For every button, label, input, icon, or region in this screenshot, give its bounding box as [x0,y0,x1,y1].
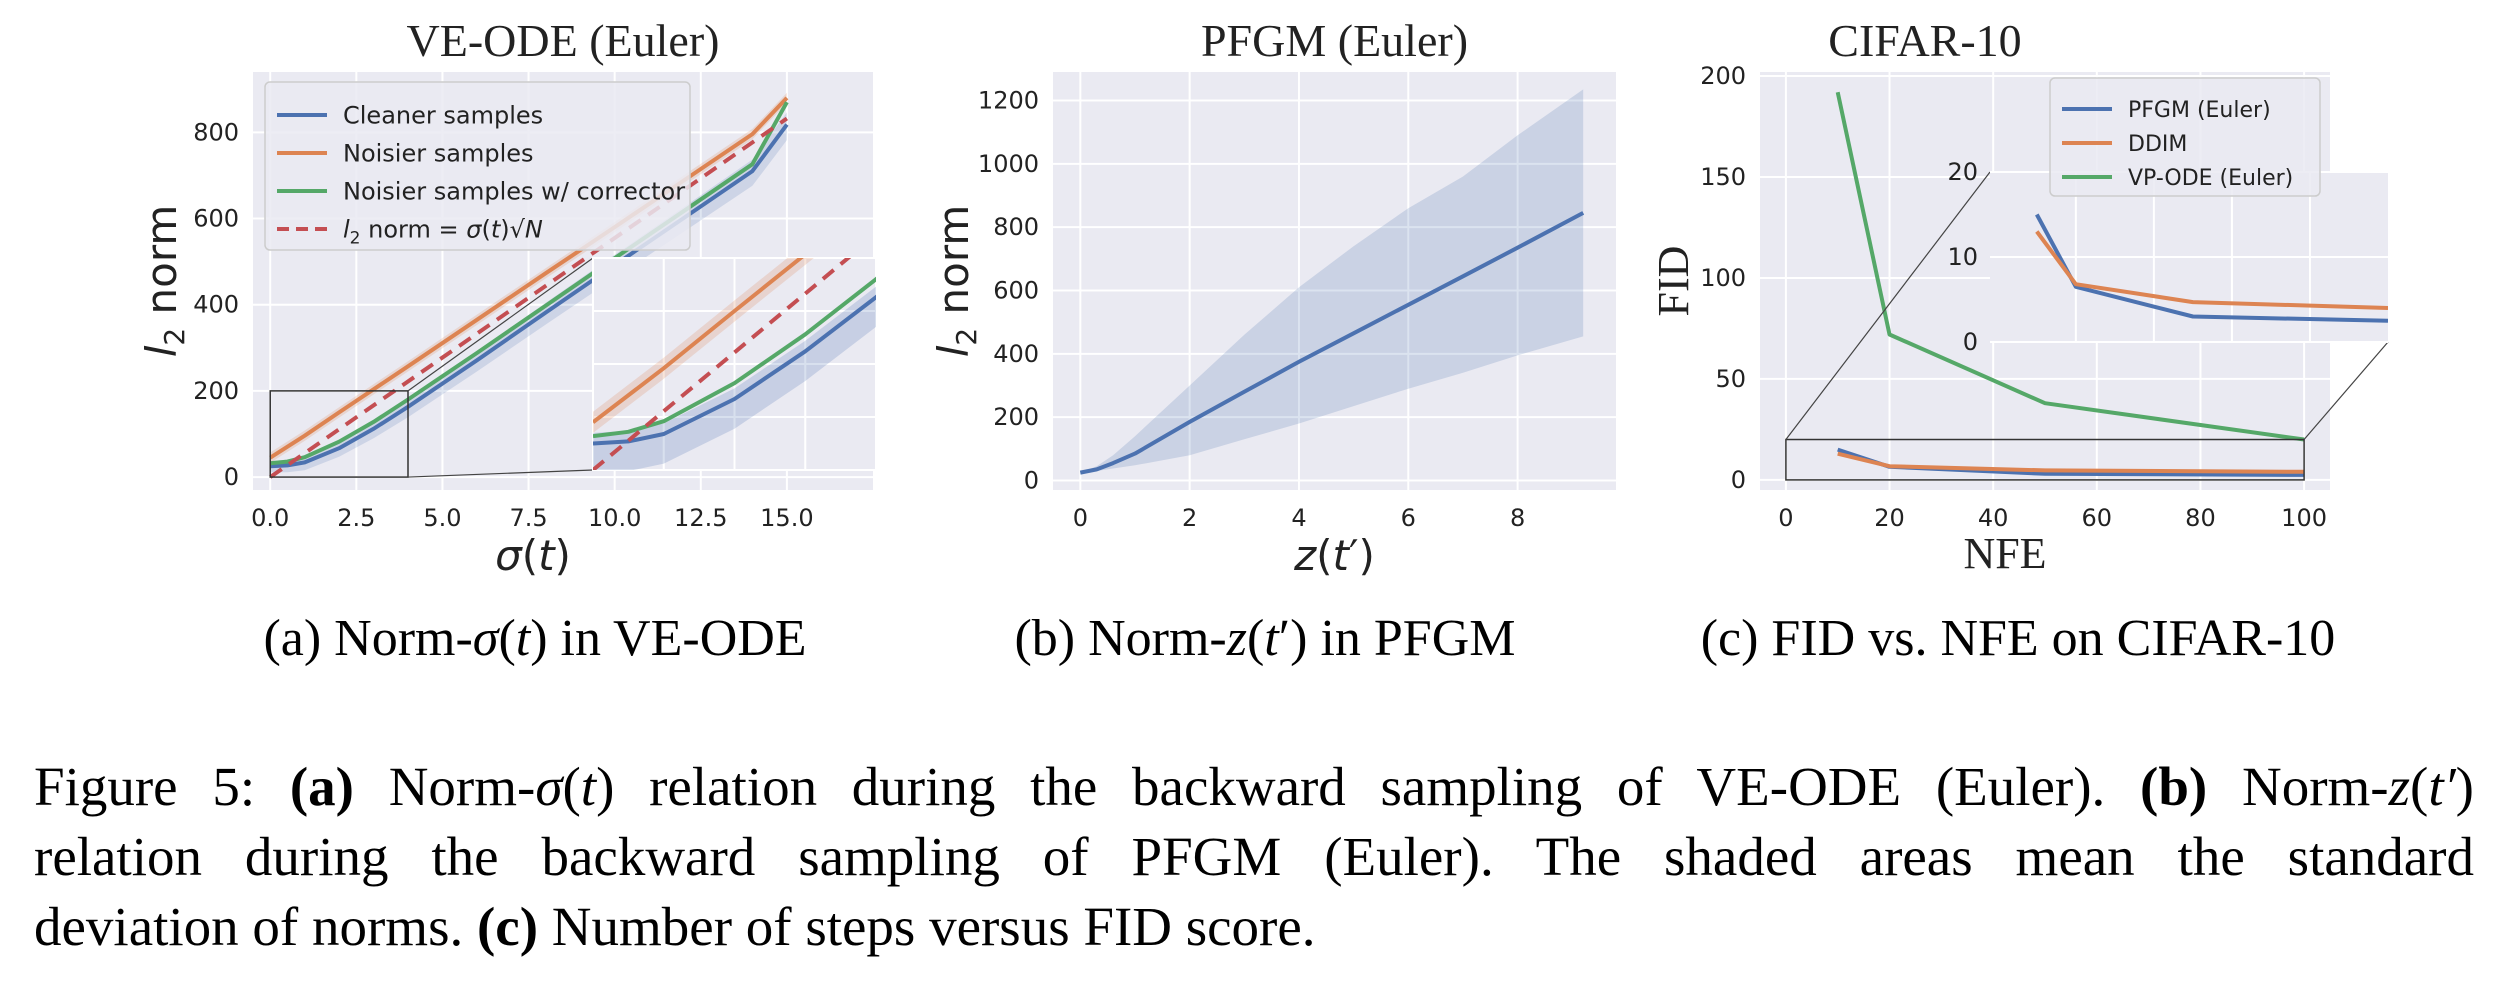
panel-b-ytick-label: 0 [1024,467,1039,495]
panel-a-xtick-label: 5.0 [423,504,461,532]
panel-a-series-line [270,123,789,469]
panel-c-title: CIFAR-10 [1828,15,2021,66]
panel-b-xlabel: z(t′) [1293,531,1375,580]
panel-c-ylabel: FID [1649,246,1698,317]
panel-c-xtick-label: 100 [2281,504,2327,532]
panel-b-title: PFGM (Euler) [1201,15,1468,66]
panel-b-ytick-label: 1200 [978,87,1039,115]
legend-entry: VP-ODE (Euler) [2128,166,2293,191]
legend-box [264,81,691,251]
panel-b-xtick-label: 8 [1510,504,1525,532]
legend-entry: l2 norm = σ(t)√N [343,216,543,249]
panel-c-ytick-label: 150 [1700,163,1746,191]
panel-a-ytick-label: 600 [193,205,239,233]
panel-a-chart: 0.0 2.5 5.0 7.5 10.0 12.5 15.0 0 200 400 600 800 Cl… [137,15,877,580]
panel-c-inset-ytick-label: 0 [1963,328,1978,356]
panel-c-xtick-label: 40 [1978,504,2009,532]
panel-a-xtick-label: 12.5 [674,504,727,532]
panel-c-xtick-label: 0 [1778,504,1793,532]
panel-b-ytick-label: 400 [993,340,1039,368]
panel-c-zoom-box [1785,438,2305,481]
subcaption-b: (b) Norm-z(t′) in PFGM [1014,610,1515,667]
legend-box [2049,77,2321,197]
panel-c-xtick-label: 60 [2082,504,2113,532]
panel-c-ytick-label: 100 [1700,264,1746,292]
panel-a-inset-series-line [593,258,804,424]
panel-a-ytick-label: 400 [193,291,239,319]
panel-a-inset-series-line [593,276,876,439]
legend-entry: Noisier samples w/ corrector [343,178,685,206]
panel-c-ytick-label: 200 [1700,62,1746,90]
panel-c-xtick-label: 20 [1874,504,1905,532]
caption-line: deviation of norms. (c) Number of steps … [34,896,1316,957]
panel-b-xtick-label: 2 [1182,504,1197,532]
panel-a-xtick-label: 15.0 [760,504,813,532]
panel-a-series-line [269,116,789,479]
panel-b-xtick-label: 0 [1073,504,1088,532]
panel-b-series-line [1079,211,1585,475]
panel-c-inset: 0 10 20 [1947,158,2388,356]
panel-b-xtick-label: 4 [1291,504,1306,532]
panel-c-ytick-label: 50 [1715,365,1746,393]
legend-entry: PFGM (Euler) [2128,98,2271,123]
caption-line: relation during the backward sampling of… [34,826,2474,887]
panel-a-inset [592,257,877,471]
panel-a-xtick-label: 0.0 [251,504,289,532]
panel-b-ytick-label: 200 [993,403,1039,431]
panel-b-xtick-label: 6 [1401,504,1416,532]
panel-b-ytick-label: 600 [993,277,1039,305]
panel-a-series-line [270,101,789,466]
panel-c-series-line [1837,451,2305,474]
panel-b-ytick-label: 800 [993,213,1039,241]
panel-a-xtick-label: 7.5 [509,504,547,532]
panel-c-inset-series-line [2035,213,2388,323]
legend-entry: Cleaner samples [343,102,543,130]
panel-b-std-band [1080,89,1584,473]
panel-c-inset-ytick-label: 20 [1947,158,1978,186]
panel-a-xtick-label: 2.5 [337,504,375,532]
panel-a-ytick-label: 200 [193,377,239,405]
panel-c-inset-ytick-label: 10 [1947,243,1978,271]
panel-c-series-line [1835,91,2305,442]
panel-c-chart: 0 20 40 60 80 100 0 50 100 150 200 0 10 20 PFGM (Eul… [1649,15,2389,578]
caption-line: Figure 5: (a) Norm-σ(t) relation during … [34,756,2474,817]
panel-a-xlabel: σ(t) [495,531,571,580]
panel-a-inset-band [593,286,876,470]
panel-a-inset-band [593,258,814,433]
panel-b-ytick-label: 1000 [978,150,1039,178]
panel-c-xtick-label: 80 [2185,504,2216,532]
panel-a-title: VE-ODE (Euler) [407,15,720,66]
panel-b-ylabel: l2 norm [929,205,983,358]
legend-entry: Noisier samples [343,140,534,168]
panel-c-xlabel: NFE [1963,529,2046,578]
panel-c-ytick-label: 0 [1731,466,1746,494]
panel-b-plot-area [1053,72,1616,490]
panel-a-zoom-box [269,390,409,478]
panel-c-legend: PFGM (Euler) DDIM VP-ODE (Euler) [2049,77,2321,197]
legend-entry: DDIM [2128,132,2187,157]
panel-a-legend: Cleaner samples Noisier samples Noisier sa… [264,81,691,251]
panel-a-ylabel: l2 norm [137,205,191,358]
subcaption-a: (a) Norm-σ(t) in VE-ODE [263,610,806,667]
panel-a-xtick-label: 10.0 [588,504,641,532]
panel-a-ytick-label: 800 [193,118,239,146]
figure-caption: Figure 5: (a) Norm-σ(t) relation during … [34,752,2474,962]
panel-a-series-line [269,96,789,460]
panel-c-inset-series-line [2035,230,2388,310]
subcaption-c: (c) FID vs. NFE on CIFAR-10 [1701,610,2336,667]
panel-a-ytick-label: 0 [224,463,239,491]
panel-a-inset-series-line [593,294,876,446]
